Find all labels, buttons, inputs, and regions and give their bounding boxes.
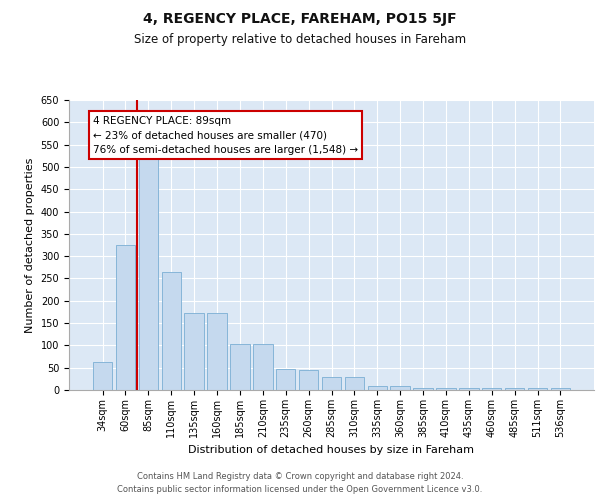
Bar [391,386,410,390]
Bar [368,386,387,390]
Bar [528,388,547,390]
Bar [482,388,502,390]
Bar [322,376,341,390]
Bar [344,376,364,390]
Bar [116,245,135,390]
Bar [505,388,524,390]
Bar [551,388,570,390]
Bar [93,362,112,390]
Text: Contains HM Land Registry data © Crown copyright and database right 2024.: Contains HM Land Registry data © Crown c… [137,472,463,481]
Bar [276,369,295,390]
Y-axis label: Number of detached properties: Number of detached properties [25,158,35,332]
Bar [139,156,158,390]
Bar [208,314,227,390]
Text: 4, REGENCY PLACE, FAREHAM, PO15 5JF: 4, REGENCY PLACE, FAREHAM, PO15 5JF [143,12,457,26]
Text: 4 REGENCY PLACE: 89sqm
← 23% of detached houses are smaller (470)
76% of semi-de: 4 REGENCY PLACE: 89sqm ← 23% of detached… [93,116,358,155]
Text: Size of property relative to detached houses in Fareham: Size of property relative to detached ho… [134,32,466,46]
Bar [253,344,272,390]
Bar [230,344,250,390]
Text: Contains public sector information licensed under the Open Government Licence v3: Contains public sector information licen… [118,484,482,494]
Bar [436,388,455,390]
Bar [299,370,319,390]
Bar [184,314,204,390]
Bar [413,388,433,390]
Bar [161,272,181,390]
X-axis label: Distribution of detached houses by size in Fareham: Distribution of detached houses by size … [188,446,475,456]
Bar [459,388,479,390]
